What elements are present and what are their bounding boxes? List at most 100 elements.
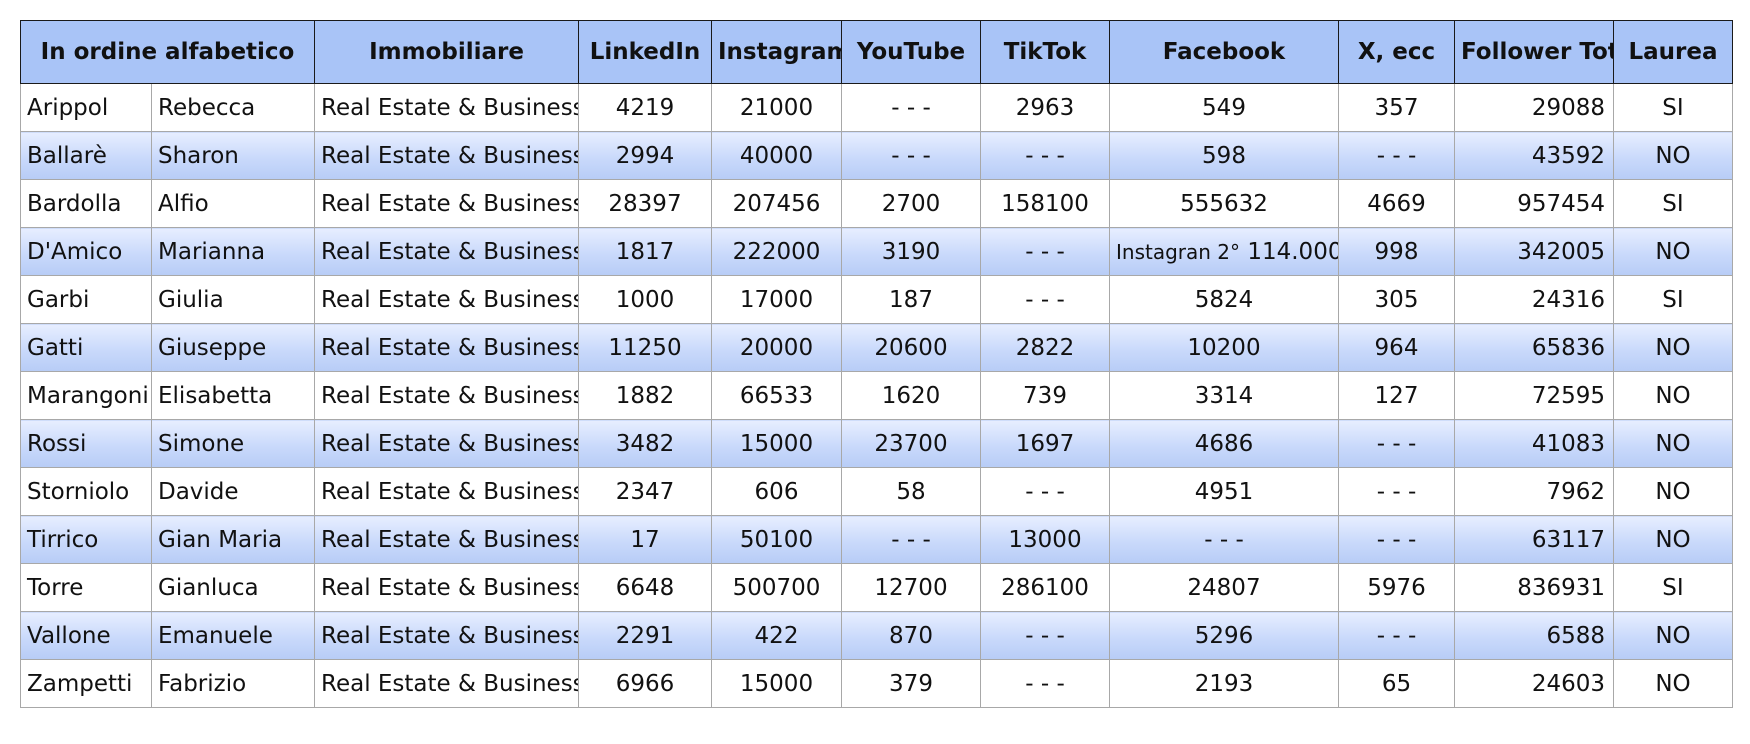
cell-degree: NO	[1613, 515, 1733, 564]
cell-youtube: - - -	[841, 515, 981, 564]
cell-total: 29088	[1454, 83, 1614, 132]
cell-x: 357	[1338, 83, 1455, 132]
cell-youtube: 187	[841, 275, 981, 324]
cell-first-name: Gian Maria	[151, 515, 315, 564]
cell-linkedin: 4219	[578, 83, 712, 132]
cell-linkedin: 6648	[578, 563, 712, 612]
cell-facebook: 10200	[1109, 323, 1339, 372]
table-row: Vallone Emanuele Real Estate & Business 229…	[20, 611, 1733, 660]
header-name: In ordine alfabetico	[20, 20, 315, 84]
cell-facebook: 5296	[1109, 611, 1339, 660]
cell-total: 24316	[1454, 275, 1614, 324]
header-x: X, ecc	[1338, 20, 1455, 84]
cell-degree: NO	[1613, 323, 1733, 372]
cell-total: 41083	[1454, 419, 1614, 468]
header-linkedin: LinkedIn	[578, 20, 712, 84]
cell-degree: NO	[1613, 227, 1733, 276]
cell-x: 4669	[1338, 179, 1455, 228]
cell-degree: NO	[1613, 131, 1733, 180]
cell-linkedin: 3482	[578, 419, 712, 468]
cell-first-name: Alfio	[151, 179, 315, 228]
cell-last-name: Arippol	[20, 83, 152, 132]
cell-youtube: 379	[841, 659, 981, 708]
cell-instagram: 15000	[711, 419, 842, 468]
cell-degree: SI	[1613, 563, 1733, 612]
cell-degree: NO	[1613, 467, 1733, 516]
cell-youtube: 1620	[841, 371, 981, 420]
header-total: Follower Tot	[1454, 20, 1614, 84]
cell-first-name: Giuseppe	[151, 323, 315, 372]
cell-tiktok: - - -	[980, 131, 1110, 180]
table-row: Garbi Giulia Real Estate & Business 1000 170…	[20, 275, 1733, 324]
cell-sector: Real Estate & Business	[314, 515, 579, 564]
cell-instagram: 50100	[711, 515, 842, 564]
cell-total: 63117	[1454, 515, 1614, 564]
cell-last-name: Marangoni	[20, 371, 152, 420]
cell-youtube: 12700	[841, 563, 981, 612]
cell-facebook: 549	[1109, 83, 1339, 132]
cell-x: 305	[1338, 275, 1455, 324]
cell-facebook: - - -	[1109, 515, 1339, 564]
cell-total: 342005	[1454, 227, 1614, 276]
cell-tiktok: - - -	[980, 611, 1110, 660]
cell-linkedin: 28397	[578, 179, 712, 228]
cell-sector: Real Estate & Business	[314, 83, 579, 132]
cell-sector: Real Estate & Business	[314, 323, 579, 372]
table-row: Ballarè Sharon Real Estate & Business 2994 4…	[20, 131, 1733, 180]
cell-sector: Real Estate & Business	[314, 371, 579, 420]
cell-total: 72595	[1454, 371, 1614, 420]
cell-instagram: 15000	[711, 659, 842, 708]
cell-linkedin: 2994	[578, 131, 712, 180]
cell-youtube: 3190	[841, 227, 981, 276]
cell-x: - - -	[1338, 515, 1455, 564]
cell-total: 65836	[1454, 323, 1614, 372]
cell-total: 24603	[1454, 659, 1614, 708]
cell-last-name: Ballarè	[20, 131, 152, 180]
cell-linkedin: 17	[578, 515, 712, 564]
cell-instagram: 66533	[711, 371, 842, 420]
cell-last-name: Garbi	[20, 275, 152, 324]
cell-last-name: Zampetti	[20, 659, 152, 708]
cell-facebook: 4951	[1109, 467, 1339, 516]
cell-linkedin: 11250	[578, 323, 712, 372]
cell-youtube: 58	[841, 467, 981, 516]
cell-sector: Real Estate & Business	[314, 131, 579, 180]
cell-first-name: Sharon	[151, 131, 315, 180]
cell-tiktok: 2963	[980, 83, 1110, 132]
cell-degree: SI	[1613, 179, 1733, 228]
table-row: Zampetti Fabrizio Real Estate & Business 69…	[20, 659, 1733, 708]
cell-last-name: Bardolla	[20, 179, 152, 228]
cell-first-name: Marianna	[151, 227, 315, 276]
table-row: Storniolo Davide Real Estate & Business 234…	[20, 467, 1733, 516]
cell-first-name: Simone	[151, 419, 315, 468]
cell-first-name: Davide	[151, 467, 315, 516]
table-body: Arippol Rebecca Real Estate & Business 4219…	[20, 83, 1733, 708]
cell-linkedin: 1882	[578, 371, 712, 420]
cell-x: - - -	[1338, 131, 1455, 180]
cell-linkedin: 6966	[578, 659, 712, 708]
cell-sector: Real Estate & Business	[314, 611, 579, 660]
cell-tiktok: 2822	[980, 323, 1110, 372]
cell-facebook: 24807	[1109, 563, 1339, 612]
cell-sector: Real Estate & Business	[314, 179, 579, 228]
header-instagram: Instagram	[711, 20, 842, 84]
cell-x: - - -	[1338, 467, 1455, 516]
cell-linkedin: 1000	[578, 275, 712, 324]
cell-youtube: - - -	[841, 131, 981, 180]
cell-linkedin: 2347	[578, 467, 712, 516]
cell-sector: Real Estate & Business	[314, 659, 579, 708]
header-youtube: YouTube	[841, 20, 981, 84]
cell-tiktok: 158100	[980, 179, 1110, 228]
table-row: Torre Gianluca Real Estate & Business 6648 5…	[20, 563, 1733, 612]
facebook-note: Instagran 2°	[1116, 239, 1241, 264]
cell-facebook: 3314	[1109, 371, 1339, 420]
cell-x: - - -	[1338, 419, 1455, 468]
cell-last-name: Gatti	[20, 323, 152, 372]
facebook-value: 114.000	[1247, 238, 1339, 265]
table-row: Bardolla Alfio Real Estate & Business 28397…	[20, 179, 1733, 228]
cell-facebook: 4686	[1109, 419, 1339, 468]
cell-instagram: 17000	[711, 275, 842, 324]
cell-first-name: Gianluca	[151, 563, 315, 612]
cell-degree: SI	[1613, 83, 1733, 132]
cell-facebook: Instagran 2° 114.000	[1109, 227, 1339, 276]
